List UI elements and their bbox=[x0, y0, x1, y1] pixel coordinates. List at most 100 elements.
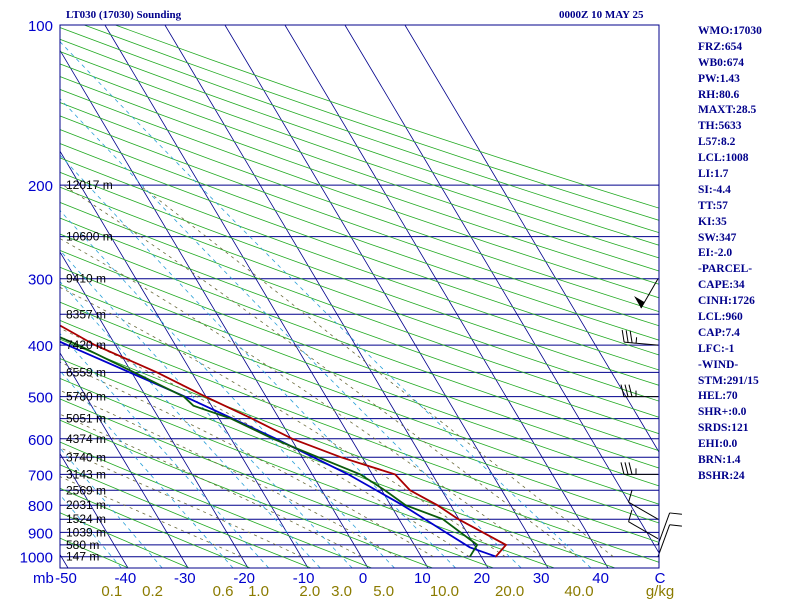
height-label: 6559 m bbox=[66, 365, 106, 379]
isotherm bbox=[104, 25, 429, 568]
isotherm bbox=[224, 25, 549, 568]
index-line: CINH:1726 bbox=[698, 295, 755, 308]
dry-adiabat bbox=[60, 102, 659, 313]
dry-adiabat bbox=[60, 63, 659, 272]
index-line: SRDS:121 bbox=[698, 422, 749, 435]
dry-adiabat bbox=[60, 358, 616, 568]
index-line: BSHR:24 bbox=[698, 469, 745, 482]
mixing-ratio-line bbox=[60, 249, 353, 568]
mixing-ratio-line bbox=[60, 332, 269, 568]
mixing-ratio-line bbox=[60, 98, 522, 568]
index-line: WB0:674 bbox=[698, 56, 744, 69]
dry-adiabat bbox=[60, 115, 659, 327]
temperature-tick-label: 30 bbox=[533, 570, 550, 587]
height-label: 580 m bbox=[66, 538, 99, 552]
index-line: LFC:-1 bbox=[698, 342, 735, 355]
mixing-ratio-label: 20.0 bbox=[495, 583, 524, 600]
dry-adiabat bbox=[60, 537, 129, 568]
isotherm bbox=[284, 25, 609, 568]
barb-staff bbox=[657, 512, 671, 546]
barb-staff bbox=[624, 341, 659, 346]
moist-adiabat bbox=[60, 447, 302, 558]
pressure-tick-label: 1000 bbox=[20, 550, 53, 567]
isotherm bbox=[344, 25, 659, 554]
height-label: 9410 m bbox=[66, 272, 106, 286]
barb-feather bbox=[624, 462, 629, 475]
mixing-ratio-label: 1.0 bbox=[248, 583, 269, 600]
height-label: 7420 m bbox=[66, 338, 106, 352]
mixing-ratio-line bbox=[60, 209, 395, 568]
mixing-ratio-label: 2.0 bbox=[299, 583, 320, 600]
pressure-tick-label: 300 bbox=[28, 272, 53, 289]
pressure-tick-label: 800 bbox=[28, 498, 53, 515]
isotherm bbox=[60, 150, 309, 568]
dry-adiabat bbox=[60, 233, 659, 452]
height-label: 8357 m bbox=[66, 307, 106, 321]
barb-staff bbox=[640, 278, 659, 309]
temperature-tick-label: 20 bbox=[473, 570, 490, 587]
isotherm bbox=[164, 25, 489, 568]
index-line: SW:347 bbox=[698, 231, 737, 244]
plot-frame bbox=[59, 24, 660, 569]
dry-adiabat bbox=[60, 301, 659, 524]
dry-adiabat bbox=[60, 378, 555, 568]
isotherm bbox=[60, 553, 69, 568]
height-label: 12017 m bbox=[66, 178, 113, 192]
wind-barb bbox=[657, 524, 682, 557]
sounding-profiles bbox=[60, 324, 508, 558]
moist-adiabat bbox=[139, 184, 614, 558]
height-label: 2569 m bbox=[66, 483, 106, 497]
pressure-tick-label: 100 bbox=[28, 18, 53, 35]
temperature-tick-label: -30 bbox=[174, 570, 196, 587]
indices-panel: WMO:17030 FRZ:654 WB0:674 PW:1.43 RH:80.6 MAX… bbox=[698, 24, 800, 485]
sounding-datetime: 0000Z 10 MAY 25 bbox=[559, 9, 644, 21]
moist-adiabat bbox=[60, 389, 398, 558]
temperature-tick-label: C bbox=[655, 570, 666, 587]
mixing-ratio-label: 40.0 bbox=[564, 583, 593, 600]
index-line: KI:35 bbox=[698, 215, 727, 228]
dry-adiabat bbox=[60, 51, 659, 259]
index-line: MAXT:28.5 bbox=[698, 104, 757, 117]
wind-barb bbox=[628, 490, 659, 520]
index-line: LCL:960 bbox=[698, 311, 743, 324]
index-line: L57:8.2 bbox=[698, 136, 736, 149]
height-label: 4374 m bbox=[66, 432, 106, 446]
temperature-tick-label: 10 bbox=[414, 570, 431, 587]
dry-adiabat bbox=[60, 464, 312, 568]
isotherm bbox=[60, 452, 129, 568]
wind-barb bbox=[620, 384, 658, 398]
dry-adiabat bbox=[60, 320, 659, 543]
moist-adiabat bbox=[60, 238, 542, 558]
dry-adiabat bbox=[60, 157, 659, 371]
dry-adiabat bbox=[60, 419, 433, 568]
pressure-tick-label: 200 bbox=[28, 178, 53, 195]
height-label: 2031 m bbox=[66, 498, 106, 512]
moist-adiabat bbox=[62, 184, 578, 558]
mixing-ratio-line bbox=[60, 494, 122, 568]
barb-staff bbox=[657, 524, 671, 557]
dry-adiabat bbox=[60, 217, 659, 435]
barb-staff bbox=[628, 521, 659, 540]
index-line: TT:57 bbox=[698, 199, 728, 212]
index-line: EHI:0.0 bbox=[698, 438, 738, 451]
barb-half-feather bbox=[635, 337, 638, 344]
dry-adiabat bbox=[60, 441, 372, 568]
index-line: PW:1.43 bbox=[698, 72, 740, 85]
index-line: LI:1.7 bbox=[698, 168, 729, 181]
dry-adiabat bbox=[60, 338, 659, 563]
mixing-ratio-line bbox=[60, 447, 163, 568]
dry-adiabat bbox=[60, 398, 494, 568]
dry-adiabat bbox=[60, 512, 190, 568]
dry-adiabat bbox=[60, 201, 659, 418]
index-line: STM:291/15 bbox=[698, 374, 759, 387]
barb-feather bbox=[629, 330, 633, 343]
dewpoint-trace bbox=[60, 336, 479, 558]
wind-barb bbox=[657, 512, 682, 546]
barb-feather bbox=[625, 330, 629, 343]
mixing-ratio-label: 0.6 bbox=[213, 583, 234, 600]
dry-adiabat bbox=[60, 284, 659, 505]
pressure-tick-label: 900 bbox=[28, 525, 53, 542]
isotherm bbox=[404, 25, 659, 453]
temperature-tick-label: -20 bbox=[233, 570, 255, 587]
